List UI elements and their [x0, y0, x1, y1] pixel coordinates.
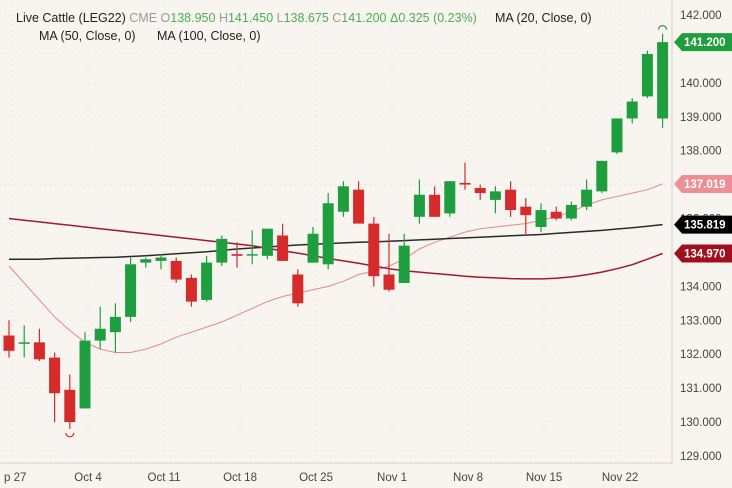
candle	[307, 227, 319, 263]
ma20-tag: 137.019	[674, 174, 732, 193]
low-value: 138.675	[283, 11, 329, 25]
date-tick-label: Oct 25	[299, 472, 333, 484]
candles	[3, 33, 669, 429]
ma100-legend[interactable]: MA (100, Close, 0)	[157, 29, 261, 43]
high-value: 141.450	[227, 11, 274, 25]
date-tick-label: Oct 4	[74, 472, 102, 484]
open-label: O	[160, 11, 171, 25]
candle	[185, 274, 197, 307]
candle	[611, 118, 623, 155]
candle	[277, 223, 289, 261]
candle	[18, 325, 30, 358]
low-marker-icon	[65, 432, 75, 438]
close-value: 141.200	[341, 11, 387, 25]
price-tick-label: 134.000	[680, 281, 722, 293]
extreme-markers	[65, 25, 668, 438]
instrument-name: Live Cattle (LEG22)	[16, 11, 126, 25]
date-tick-label: Nov 22	[602, 472, 638, 484]
ma-line	[8, 183, 663, 353]
candle	[459, 162, 471, 190]
date-tick-label: Nov 8	[453, 472, 483, 484]
candle	[353, 181, 365, 224]
candle	[201, 255, 213, 302]
candle	[292, 269, 304, 307]
date-tick-label: Oct 18	[223, 472, 257, 484]
price-axis[interactable]: 142.000140.000139.000138.000137.000136.0…	[680, 10, 722, 463]
svg-text:134.970: 134.970	[684, 248, 726, 260]
high-label: H	[218, 11, 228, 25]
candle	[3, 320, 15, 358]
ma50-legend[interactable]: MA (50, Close, 0)	[39, 29, 136, 43]
candle	[125, 257, 137, 322]
exchange-label: CME	[129, 11, 158, 25]
ma100-tag: 134.970	[674, 244, 732, 263]
candle	[246, 230, 258, 265]
date-tick-label: Oct 11	[148, 472, 181, 484]
candle	[641, 50, 653, 99]
low-label: L	[276, 11, 284, 25]
ma20-legend[interactable]: MA (20, Close, 0)	[495, 11, 592, 25]
price-tick-label: 130.000	[680, 417, 722, 429]
candle	[368, 216, 380, 287]
price-tick-label: 138.000	[680, 146, 722, 158]
grid-lines	[0, 0, 672, 463]
candle	[596, 160, 608, 194]
candle	[94, 306, 106, 350]
price-tick-label: 133.000	[680, 315, 722, 327]
open-value: 138.950	[170, 11, 216, 25]
candle	[49, 352, 61, 423]
price-tick-label: 142.000	[680, 10, 722, 22]
price-tick-label: 131.000	[680, 383, 722, 395]
candle	[337, 181, 349, 217]
candle	[581, 179, 593, 211]
candle	[109, 303, 121, 353]
candle	[489, 186, 501, 214]
price-tick-label: 132.000	[680, 349, 722, 361]
candle	[565, 201, 577, 221]
date-tick-label: Nov 15	[526, 472, 562, 484]
svg-text:141.200: 141.200	[684, 37, 726, 49]
candle	[170, 257, 182, 283]
last-price-tag: 141.200	[674, 33, 732, 52]
candle	[474, 184, 486, 200]
ma-line	[8, 217, 663, 280]
candle	[657, 33, 669, 128]
date-tick-label: Nov 1	[377, 472, 407, 484]
candle	[231, 242, 243, 268]
time-axis[interactable]: p 27 Oct 4 Oct 11 Oct 18 Oct 25 Nov 1 Nov 8 Nov…	[4, 472, 638, 484]
price-tick-label: 139.000	[680, 112, 722, 124]
price-tick-label: 140.000	[680, 78, 722, 90]
price-tick-label: 129.000	[680, 451, 722, 463]
candle	[261, 228, 273, 260]
candle	[413, 179, 425, 224]
candle	[140, 257, 152, 268]
price-tags: 141.200 137.019 135.819 134.970	[674, 33, 732, 263]
moving-average-lines	[8, 183, 663, 353]
candle	[444, 181, 456, 217]
candle	[626, 98, 638, 124]
ma-line	[9, 223, 663, 260]
close-label: C	[332, 11, 342, 25]
candle	[155, 254, 167, 270]
candle	[429, 186, 441, 217]
candle	[79, 332, 91, 409]
change-value: Δ0.325 (0.23%)	[389, 11, 477, 25]
high-marker-icon	[658, 25, 668, 30]
ma50-tag: 135.819	[674, 215, 732, 234]
candle	[505, 181, 517, 217]
svg-text:135.819: 135.819	[684, 220, 726, 232]
date-tick-label: p 27	[4, 472, 26, 484]
candle	[322, 193, 334, 270]
candle	[64, 374, 76, 429]
candle	[398, 233, 410, 283]
candle	[33, 328, 45, 361]
candle	[216, 235, 228, 267]
legend-row-1: Live Cattle (LEG22) CME O138.950 H141.45…	[16, 11, 477, 25]
candle	[550, 206, 562, 221]
candle	[383, 233, 395, 292]
candle	[520, 198, 532, 236]
svg-text:137.019: 137.019	[684, 179, 726, 191]
candle	[535, 203, 547, 233]
